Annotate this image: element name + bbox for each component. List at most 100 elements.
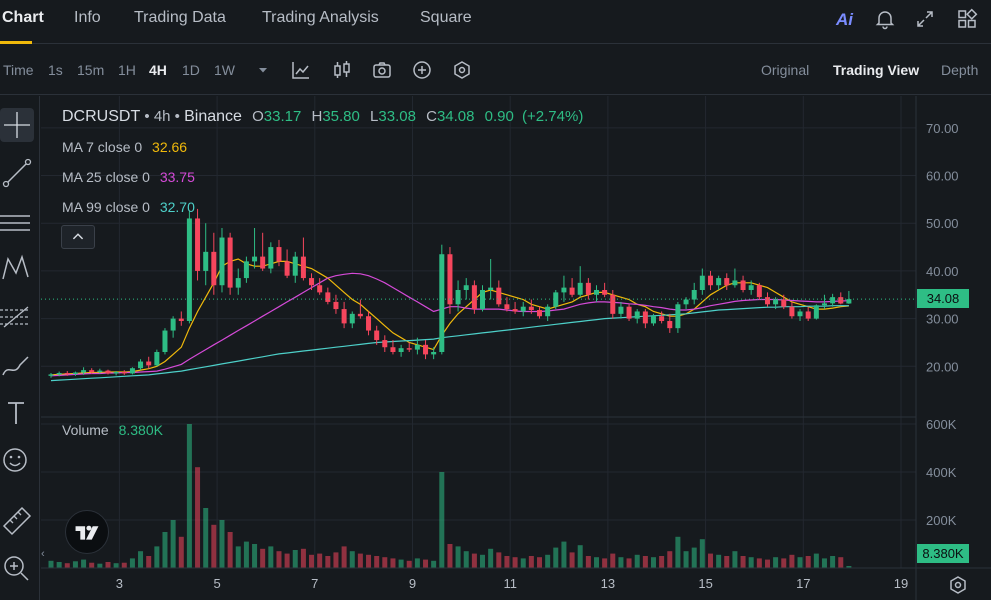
bell-icon[interactable] <box>874 8 896 30</box>
candle-body <box>227 237 233 288</box>
brush-icon[interactable] <box>0 349 34 383</box>
candle <box>626 304 632 321</box>
volume-legend: Volume 8.380K <box>62 422 163 438</box>
candle-body <box>382 340 388 348</box>
tab-info[interactable]: Info <box>74 9 101 26</box>
view-original[interactable]: Original <box>761 62 810 78</box>
candle-body <box>186 218 192 321</box>
view-trading-view[interactable]: Trading View <box>833 62 920 78</box>
tab-trading-data[interactable]: Trading Data <box>134 9 226 26</box>
chart-toolbar: Time 1s 15m 1H 4H 1D 1W Original Trading… <box>0 45 991 95</box>
candle <box>650 313 656 326</box>
interval-1w[interactable]: 1W <box>214 62 235 78</box>
ma99-line <box>50 305 849 382</box>
candle <box>105 369 111 375</box>
time-label[interactable]: Time <box>3 62 34 78</box>
candle-body <box>846 299 852 304</box>
time-tick-label: 11 <box>503 576 517 591</box>
volume-bar <box>537 557 543 568</box>
zoom-in-icon[interactable] <box>0 552 34 586</box>
interval-4h[interactable]: 4H <box>149 62 167 78</box>
chart-settings-icon[interactable] <box>947 574 969 596</box>
candle-body <box>610 294 616 314</box>
candle-body <box>64 372 70 374</box>
ma7-legend[interactable]: MA 7 close 0 32.66 <box>62 139 188 155</box>
tab-trading-analysis[interactable]: Trading Analysis <box>262 9 379 26</box>
volume-bar <box>276 551 282 568</box>
collapse-tools-handle[interactable]: ‹ <box>41 548 45 560</box>
collapse-legend-button[interactable] <box>61 225 95 249</box>
candles-icon[interactable] <box>331 59 353 81</box>
candle-body <box>146 361 152 366</box>
volume-bar <box>374 556 380 568</box>
candle-body <box>634 311 640 319</box>
tradingview-logo[interactable] <box>65 510 109 554</box>
candle <box>178 311 184 326</box>
trend-line-icon[interactable] <box>0 156 34 190</box>
interval-15m[interactable]: 15m <box>77 62 105 78</box>
candle <box>48 372 54 378</box>
camera-icon[interactable] <box>371 59 393 81</box>
horizontal-lines-icon[interactable] <box>0 206 34 240</box>
candle-body <box>414 344 420 350</box>
volume-bar <box>178 536 184 568</box>
candle <box>537 306 543 319</box>
candle <box>243 256 249 283</box>
text-tool-icon[interactable] <box>0 396 34 430</box>
tab-square[interactable]: Square <box>420 9 472 26</box>
candle-body <box>528 306 534 311</box>
hexagon-settings-icon[interactable] <box>451 59 473 81</box>
candle <box>284 249 290 279</box>
volume-bar <box>553 547 559 568</box>
ma25-legend[interactable]: MA 25 close 0 33.75 <box>62 169 195 185</box>
volume-tick-label: 600K <box>926 417 957 432</box>
interval-dropdown-icon[interactable] <box>252 59 274 81</box>
pattern-icon[interactable] <box>0 251 34 285</box>
ma99-legend[interactable]: MA 99 close 0 32.70 <box>62 199 195 215</box>
candle <box>382 335 388 352</box>
interval-1h[interactable]: 1H <box>118 62 136 78</box>
candle <box>707 270 713 290</box>
candle-body <box>178 318 184 321</box>
expand-icon[interactable] <box>914 8 936 30</box>
candle-body <box>349 313 355 324</box>
volume-bar <box>447 544 453 568</box>
ruler-icon[interactable] <box>0 504 34 538</box>
candle <box>488 259 494 300</box>
chart-area[interactable]: 70.00 60.00 50.00 40.00 30.00 20.00 600K 400K 20… <box>41 96 991 600</box>
candle <box>64 371 70 376</box>
crosshair-icon[interactable] <box>0 108 34 142</box>
time-tick-label: 15 <box>698 576 712 591</box>
candle <box>838 292 844 305</box>
volume-bar <box>390 558 396 568</box>
add-indicator-icon[interactable] <box>411 59 433 81</box>
candle <box>748 280 754 295</box>
tab-chart[interactable]: Chart <box>2 9 44 26</box>
interval-1s[interactable]: 1s <box>48 62 63 78</box>
view-depth[interactable]: Depth <box>941 62 979 78</box>
volume-bar <box>675 536 681 568</box>
candle <box>170 316 176 338</box>
fib-retracement-icon[interactable] <box>0 301 34 335</box>
candle-body <box>81 370 87 373</box>
ai-icon[interactable]: Ai <box>836 10 853 29</box>
layout-grid-icon[interactable] <box>956 8 978 30</box>
candle-body <box>97 370 103 373</box>
candle-body <box>121 372 127 374</box>
candle <box>56 371 62 377</box>
candle-body <box>821 303 827 306</box>
candle-body <box>317 285 323 293</box>
candle-body <box>357 313 363 317</box>
emoji-icon[interactable] <box>0 443 34 477</box>
interval-1d[interactable]: 1D <box>182 62 200 78</box>
price-chart[interactable]: 70.00 60.00 50.00 40.00 30.00 20.00 600K 400K 20… <box>41 96 991 600</box>
time-tick-label: 17 <box>796 576 810 591</box>
candle-body <box>211 251 217 286</box>
candle-body <box>545 306 551 317</box>
candle-body <box>162 330 168 352</box>
candle-body <box>390 347 396 352</box>
chart-type-icon[interactable] <box>290 59 312 81</box>
candle <box>325 287 331 305</box>
candle-body <box>594 290 600 295</box>
time-tick-label: 9 <box>409 576 416 591</box>
